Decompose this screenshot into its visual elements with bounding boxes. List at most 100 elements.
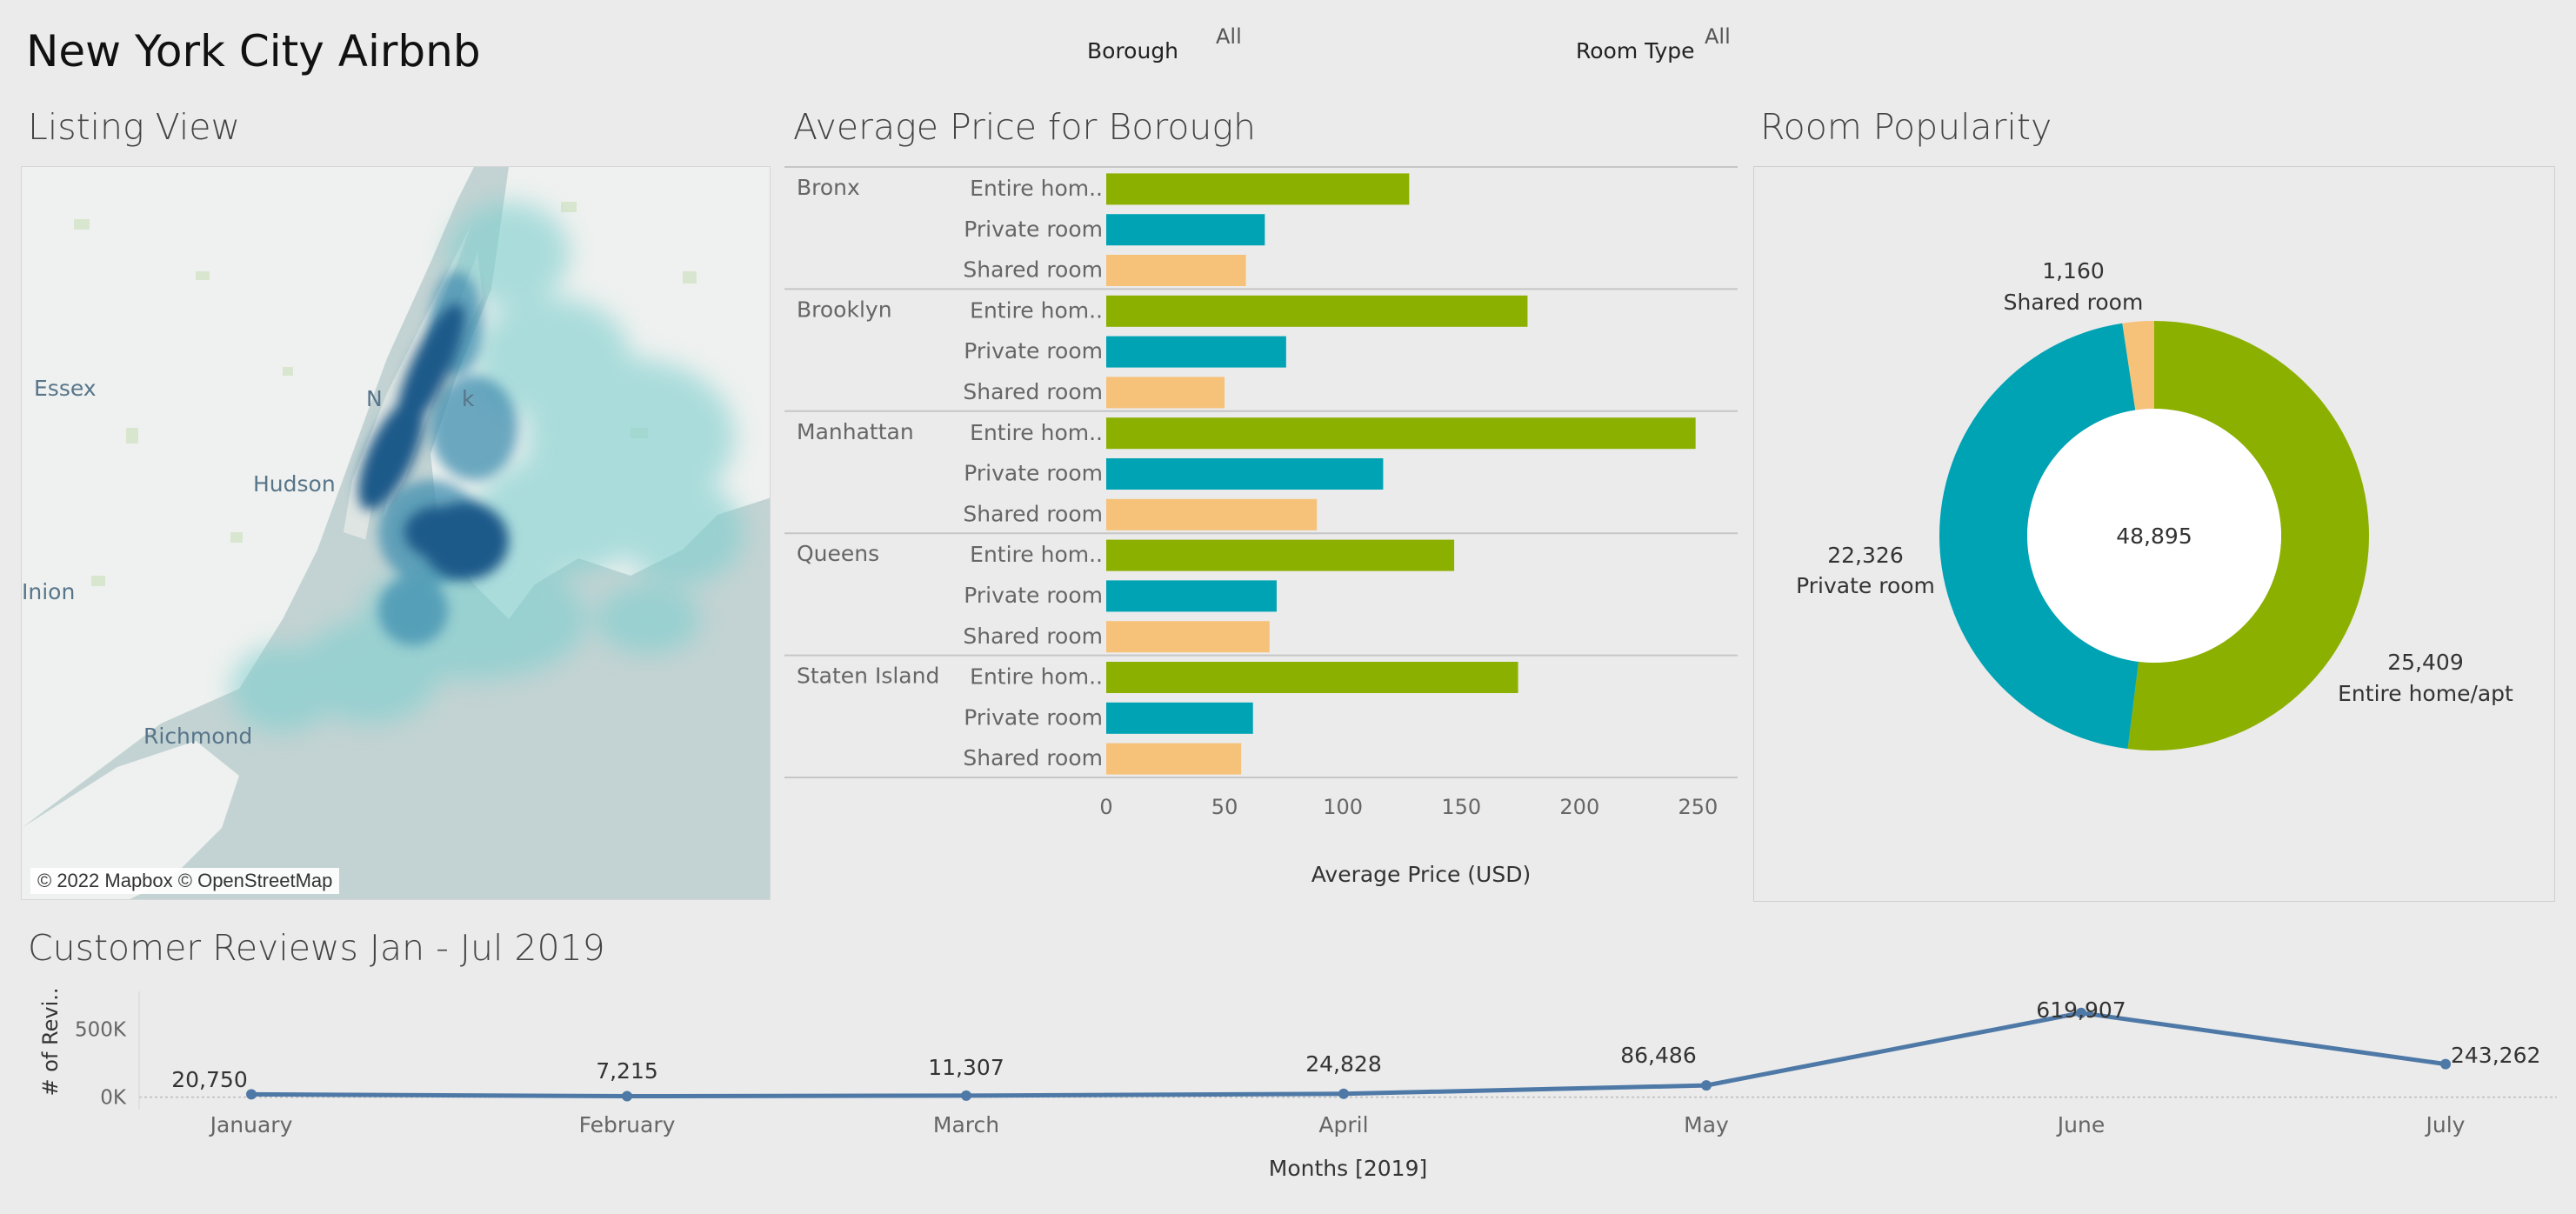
reviews-value-label: 20,750	[171, 1067, 247, 1092]
reviews-value-label: 243,262	[2451, 1043, 2540, 1068]
x-tick-label: April	[1318, 1112, 1368, 1137]
donut-slice-shared	[2122, 321, 2154, 410]
x-tick-label: 150	[1441, 795, 1481, 819]
slice-value-label: 25,409	[2387, 650, 2463, 675]
price-bar-brooklyn-entire	[1106, 295, 1528, 327]
room-type-label: Entire hom..	[970, 176, 1103, 201]
price-bar-manhattan-entire	[1106, 417, 1696, 450]
map-land-staten	[22, 741, 239, 899]
price-bar-staten-island-private	[1106, 702, 1253, 734]
slice-value-label: 22,326	[1827, 543, 1903, 568]
room-type-label: Entire hom..	[970, 542, 1103, 567]
borough-label: Bronx	[797, 175, 860, 200]
price-bar-staten-island-shared	[1106, 743, 1242, 775]
donut-slice-entire	[2127, 321, 2369, 750]
reviews-value-label: 86,486	[1620, 1043, 1696, 1068]
reviews-point-january	[246, 1089, 257, 1100]
x-tick-label: July	[2425, 1112, 2466, 1137]
map-canvas	[22, 167, 770, 899]
donut-hole	[2027, 409, 2281, 663]
listing-density-dense	[358, 303, 509, 580]
price-bar-manhattan-private	[1106, 458, 1384, 490]
price-bar-brooklyn-shared	[1106, 377, 1225, 409]
x-tick-label: 0	[1099, 795, 1112, 819]
price-bar-queens-shared	[1106, 621, 1270, 653]
x-tick-label: June	[2056, 1112, 2105, 1137]
x-tick-label: March	[933, 1112, 999, 1137]
room-type-label: Entire hom..	[970, 664, 1103, 690]
x-axis-title: Months [2019]	[1269, 1156, 1427, 1181]
borough-filter[interactable]: Borough All	[1078, 23, 1278, 68]
slice-name-label: Private room	[1796, 573, 1935, 598]
price-bar-brooklyn-private	[1106, 336, 1286, 368]
reviews-point-may	[1701, 1080, 1712, 1091]
donut-slice-private	[1939, 323, 2139, 750]
room-type-label: Private room	[964, 217, 1103, 242]
price-bar-bronx-shared	[1106, 255, 1246, 286]
customer-reviews-chart: 0K 500K # of Revi.. 20,750 7,215 11,307 24,828…	[0, 948, 2576, 1214]
donut-center-total: 48,895	[2116, 524, 2192, 549]
room-type-filter-value: All	[1705, 24, 1731, 49]
y-axis-title: # of Revi..	[38, 988, 63, 1097]
room-type-label: Shared room	[963, 257, 1103, 283]
price-bar-bronx-private	[1106, 214, 1265, 246]
x-tick-label: 250	[1678, 795, 1718, 819]
room-type-label: Private room	[964, 583, 1103, 608]
room-popularity-chart: 48,895 25,409 Entire home/apt 22,326 Private…	[1753, 166, 2555, 902]
room-type-label: Shared room	[963, 624, 1103, 649]
borough-label: Brooklyn	[797, 297, 892, 322]
room-type-label: Entire hom..	[970, 297, 1103, 323]
room-type-label: Private room	[964, 338, 1103, 364]
map-label-richmond: Richmond	[143, 724, 253, 749]
slice-name-label: Entire home/apt	[2338, 681, 2513, 706]
room-type-label: Private room	[964, 704, 1103, 730]
map-section-title: Listing View	[28, 106, 240, 148]
slice-value-label: 1,160	[2042, 258, 2105, 283]
x-axis-title: Average Price (USD)	[1311, 862, 1531, 887]
room-type-filter[interactable]: Room Type All	[1565, 23, 1774, 68]
room-type-label: Shared room	[963, 745, 1103, 770]
room-type-filter-label: Room Type	[1576, 38, 1695, 63]
average-price-chart: Bronx Entire hom.. Private room Shared room…	[784, 165, 1741, 913]
reviews-point-february	[622, 1091, 632, 1102]
reviews-point-april	[1338, 1088, 1349, 1099]
x-tick-label: 100	[1323, 795, 1363, 819]
reviews-value-label: 11,307	[928, 1055, 1004, 1080]
map-land-west	[22, 167, 474, 828]
reviews-value-label: 7,215	[596, 1058, 658, 1084]
map-attribution: © 2022 Mapbox © OpenStreetMap	[30, 868, 340, 894]
price-bar-staten-island-entire	[1106, 662, 1518, 693]
x-tick-label: 50	[1211, 795, 1238, 819]
map-label-newark-k: k	[462, 386, 475, 411]
room-type-label: Shared room	[963, 501, 1103, 526]
line-section-title: Customer Reviews Jan - Jul 2019	[28, 927, 605, 969]
x-tick-label: 200	[1559, 795, 1599, 819]
borough-label: Staten Island	[797, 664, 939, 689]
y-tick-label: 0K	[100, 1087, 127, 1110]
reviews-point-july	[2440, 1058, 2451, 1070]
price-bar-manhattan-shared	[1106, 498, 1318, 530]
map-label-union: Inion	[22, 579, 76, 604]
room-type-label: Private room	[964, 461, 1103, 486]
customer-reviews-svg: 0K 500K # of Revi.. 20,750 7,215 11,307 24,828…	[38, 988, 2557, 1181]
y-tick-label: 500K	[75, 1018, 127, 1041]
reviews-value-label: 619,907	[2036, 997, 2126, 1023]
room-type-label: Shared room	[963, 379, 1103, 404]
bar-section-title: Average Price for Borough	[793, 106, 1256, 148]
donut-section-title: Room Popularity	[1760, 106, 2052, 148]
dashboard-title: New York City Airbnb	[26, 26, 481, 77]
map-parks	[74, 202, 697, 586]
borough-label: Manhattan	[797, 419, 914, 444]
room-popularity-svg: 48,895 25,409 Entire home/apt 22,326 Private…	[1796, 258, 2513, 750]
borough-filter-label: Borough	[1087, 38, 1179, 63]
x-tick-label: May	[1684, 1112, 1729, 1137]
price-bar-queens-entire	[1106, 539, 1455, 571]
reviews-point-june	[2076, 1007, 2086, 1018]
map-label-newark-n: N	[366, 386, 383, 411]
map-label-hudson: Hudson	[253, 471, 336, 497]
borough-filter-value: All	[1216, 24, 1242, 49]
average-price-svg: Bronx Entire hom.. Private room Shared room…	[784, 166, 1738, 887]
map-label-essex: Essex	[34, 376, 97, 401]
listing-map[interactable]: Essex Hudson Richmond Inion N k © 2022 M…	[21, 166, 771, 900]
x-tick-label: February	[579, 1112, 676, 1137]
